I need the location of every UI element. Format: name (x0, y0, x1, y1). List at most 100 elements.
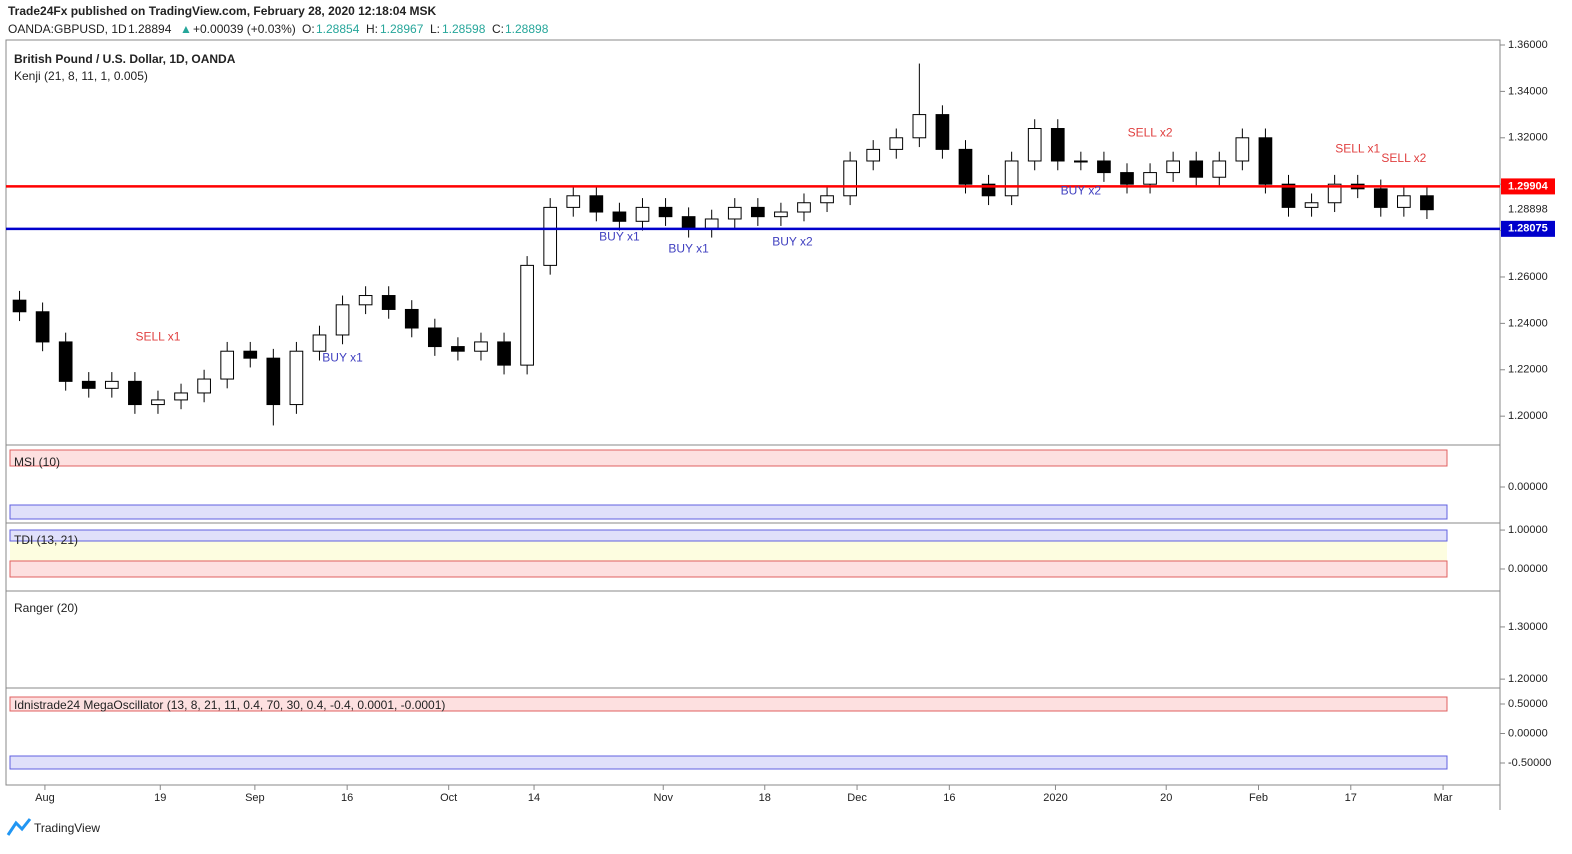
candle-body (128, 380, 142, 406)
h-label: H: (366, 22, 378, 36)
candle-body (81, 380, 96, 389)
indicator-title: Ranger (20) (14, 601, 78, 615)
candle-body (566, 195, 581, 208)
signal-label: BUY x1 (668, 241, 709, 255)
quote-line: OANDA:GBPUSD, 1D 1.28894 ▲ +0.00039 (+0.… (8, 22, 549, 36)
y-tick-label: 0.00000 (1508, 481, 1548, 493)
x-tick-label: 19 (154, 792, 166, 804)
candle-body (1050, 128, 1065, 162)
candle-body (1327, 183, 1342, 204)
signal-label: BUY x1 (599, 230, 640, 244)
candle-body (104, 380, 119, 389)
change: +0.00039 (+0.03%) (193, 22, 296, 36)
candle-body (681, 216, 696, 229)
candle-body (1212, 160, 1227, 178)
x-tick-label: 18 (759, 792, 771, 804)
y-tick-label: 1.22000 (1508, 364, 1548, 376)
candle-body (912, 114, 927, 139)
candle-body (58, 341, 73, 382)
price: 1.28894 (128, 22, 172, 36)
osc-lower-band (9, 755, 1448, 770)
x-tick-label: 20 (1160, 792, 1172, 804)
candle-body (1004, 160, 1019, 197)
h: 1.28967 (380, 22, 424, 36)
candle-body (589, 195, 604, 213)
c-label: C: (492, 22, 504, 36)
y-tick-label: 1.20000 (1508, 673, 1548, 685)
y-tick-label: 1.24000 (1508, 317, 1548, 329)
osc-upper-band (9, 696, 1448, 712)
y-tick-label: 1.20000 (1508, 410, 1548, 422)
y-tick-label: 1.32000 (1508, 132, 1548, 144)
candle-body (820, 195, 834, 204)
candle-body (266, 357, 281, 406)
y-tick-label: 1.30000 (1508, 621, 1548, 633)
candle-body (935, 114, 950, 150)
x-tick-label: Dec (847, 792, 867, 804)
candle-body (1097, 160, 1111, 174)
x-tick-label: 14 (528, 792, 540, 804)
tdi-lower-band (9, 560, 1448, 578)
candle-body (635, 206, 650, 222)
candle-body (12, 299, 27, 313)
logo (6, 818, 32, 836)
candle-body (797, 202, 811, 213)
x-tick-label: Aug (35, 792, 55, 804)
x-tick-label: 16 (341, 792, 353, 804)
price-label-box (1501, 178, 1555, 195)
msi-upper-band (9, 449, 1448, 467)
y-tick-label: 0.00000 (1508, 563, 1548, 575)
footer: TradingView (34, 821, 100, 835)
candle-body (704, 218, 719, 229)
publisher: Trade24Fx published on TradingView.com, … (8, 4, 436, 18)
indicator-title: Idnistrade24 MegaOscillator (13, 8, 21, … (14, 698, 445, 712)
candle-body (1166, 160, 1180, 174)
candle-body (151, 399, 165, 406)
candle-body (750, 206, 765, 218)
chart-title: British Pound / U.S. Dollar, 1D, OANDA (14, 52, 236, 66)
candle-body (197, 378, 211, 394)
candle-body (1027, 128, 1042, 162)
candle-body (220, 350, 235, 380)
frame (5, 39, 1501, 786)
candle-body (1420, 195, 1434, 211)
y-tick-label: 1.34000 (1508, 85, 1548, 97)
candle-body (312, 334, 327, 352)
l-label: L: (430, 22, 440, 36)
o: 1.28854 (316, 22, 360, 36)
candle-body (958, 148, 973, 185)
y-tick-label: 1.26000 (1508, 271, 1548, 283)
signal-label: BUY x2 (1061, 183, 1102, 197)
candle-body (497, 341, 511, 366)
signal-label: SELL x2 (1128, 125, 1173, 139)
candle-body (1189, 160, 1204, 178)
indicator-name: Kenji (21, 8, 11, 1, 0.005) (14, 69, 148, 83)
msi-lower-band (9, 504, 1448, 520)
indicator-title: TDI (13, 21) (14, 533, 78, 547)
candle-body (1373, 188, 1388, 208)
signal-label: SELL x1 (136, 329, 181, 343)
candle-body (866, 148, 881, 162)
x-tick-label: 2020 (1043, 792, 1067, 804)
price-label: 1.28075 (1508, 223, 1548, 235)
y-tick-label: -0.50000 (1508, 757, 1551, 769)
price-label-box (1501, 220, 1555, 237)
candle-body (1235, 137, 1250, 162)
symbol: OANDA:GBPUSD, 1D (8, 22, 127, 36)
candle-body (1143, 172, 1157, 185)
candle-body (543, 206, 558, 266)
x-tick-label: Oct (440, 792, 457, 804)
candle-body (1074, 160, 1088, 163)
last-price-label: 1.28898 (1508, 204, 1548, 216)
candle-body (981, 183, 996, 197)
candle-body (335, 304, 350, 336)
candle-body (381, 295, 396, 310)
signal-label: SELL x1 (1335, 142, 1380, 156)
y-tick-label: 0.50000 (1508, 698, 1548, 710)
candle-body (1397, 195, 1411, 208)
arrow: ▲ (180, 22, 192, 36)
candle-body (358, 295, 373, 306)
candle-body (774, 211, 788, 218)
candle-body (35, 311, 50, 343)
